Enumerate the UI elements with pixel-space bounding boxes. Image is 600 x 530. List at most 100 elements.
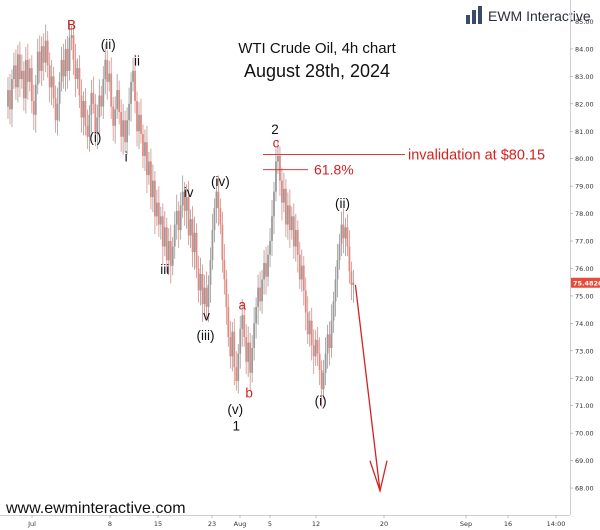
bar-chart-icon xyxy=(466,6,482,24)
candle-body xyxy=(286,205,289,225)
candle-body xyxy=(352,282,355,285)
price-candles xyxy=(7,21,355,408)
candle-body xyxy=(175,210,178,225)
y-tick-label: 84.00 xyxy=(575,45,594,53)
candle-body xyxy=(7,90,9,107)
wave-labels: B (ii) ii (i) i iv (iv) iii v (iii) a b(v)1 2c (ii) (i… xyxy=(67,18,350,434)
current-price-label: 75.4820 xyxy=(573,279,600,287)
candle-body xyxy=(177,210,180,231)
x-axis: Jul 8 15 23 Aug 5 12 20 Sep 16 14:00 xyxy=(0,515,570,528)
wave-label: a xyxy=(238,298,246,313)
candle-body xyxy=(241,315,244,329)
candle-body xyxy=(98,95,101,118)
candle-body xyxy=(159,216,162,225)
x-tick-label: 5 xyxy=(268,520,272,528)
wave-label: i xyxy=(125,149,128,164)
candle-body xyxy=(340,224,343,244)
current-price-tag: 75.4820 xyxy=(571,277,600,288)
x-tick-label: Aug xyxy=(234,520,247,528)
wave-label: (ii) xyxy=(101,37,116,52)
candle-body xyxy=(66,48,69,71)
candle-body xyxy=(148,161,150,176)
x-tick-label: 12 xyxy=(312,520,320,528)
price-levels: invalidation at $80.15 61.8% xyxy=(263,148,545,178)
candle-body xyxy=(183,191,186,211)
candle-body xyxy=(173,224,176,247)
candle-body xyxy=(215,191,218,209)
candle-body xyxy=(118,90,121,113)
candle-body xyxy=(151,180,154,198)
candle-body xyxy=(231,331,234,357)
candle-body xyxy=(50,76,53,88)
candle-body xyxy=(153,180,156,217)
candle-body xyxy=(86,125,89,137)
chart-subtitle: August 28th, 2024 xyxy=(244,61,390,81)
candle-body xyxy=(233,331,236,368)
candle-body xyxy=(273,191,275,217)
candle-body xyxy=(146,142,148,176)
y-tick-label: 78.00 xyxy=(575,210,594,218)
candle-body xyxy=(269,241,271,255)
candle-body xyxy=(110,73,113,107)
candle-body xyxy=(70,35,73,38)
candle-body xyxy=(330,320,333,349)
candle-body xyxy=(195,232,198,269)
candle-body xyxy=(36,51,39,85)
y-tick-label: 77.00 xyxy=(575,238,594,246)
x-tick-label: 23 xyxy=(208,520,216,528)
candle-body xyxy=(189,219,192,236)
candle-body xyxy=(304,290,307,313)
candle-body xyxy=(120,112,123,137)
y-axis: 68.00 69.00 70.00 71.00 72.00 73.00 74.00 75.00… xyxy=(570,0,594,515)
candle-body xyxy=(253,323,256,349)
candle-body xyxy=(171,246,174,266)
chart-title: WTI Crude Oil, 4h chart xyxy=(238,40,396,57)
candle-body xyxy=(128,103,130,121)
candle-body xyxy=(239,328,242,354)
candle-body xyxy=(211,230,214,261)
candle-body xyxy=(155,202,158,217)
website-url: www.ewminteractive.com xyxy=(5,500,186,517)
forecast-line xyxy=(354,284,381,491)
candle-body xyxy=(144,142,146,156)
wave-label: c xyxy=(273,136,280,151)
candle-body xyxy=(76,68,79,80)
candle-body xyxy=(42,46,45,63)
candle-body xyxy=(312,345,315,357)
candle-body xyxy=(116,90,119,110)
candle-body xyxy=(350,271,353,285)
candle-body xyxy=(302,265,305,291)
fib-label: 61.8% xyxy=(314,162,354,178)
candle-body xyxy=(161,216,164,247)
candle-body xyxy=(328,334,331,349)
candle-body xyxy=(187,197,190,236)
y-tick-label: 79.00 xyxy=(575,183,594,191)
candle-body xyxy=(122,120,125,137)
candle-body xyxy=(310,320,313,346)
candle-body xyxy=(30,68,33,102)
candle-body xyxy=(165,227,168,261)
candle-body xyxy=(209,260,212,285)
candle-body xyxy=(11,79,13,110)
candle-body xyxy=(96,117,99,134)
x-tick-label: 8 xyxy=(108,520,112,528)
candle-body xyxy=(132,70,134,82)
candle-body xyxy=(114,109,117,126)
candle-body xyxy=(92,92,95,104)
candle-body xyxy=(130,81,132,104)
candle-body xyxy=(271,216,273,242)
candle-body xyxy=(243,315,246,338)
y-tick-label: 68.00 xyxy=(575,485,594,493)
candle-body xyxy=(150,161,152,198)
y-tick-label: 73.00 xyxy=(575,347,594,355)
candle-body xyxy=(140,114,142,134)
candle-body xyxy=(32,101,35,115)
candle-body xyxy=(326,334,329,354)
candle-body xyxy=(219,208,222,225)
y-tick-label: 69.00 xyxy=(575,457,594,465)
candle-body xyxy=(82,101,85,118)
candle-body xyxy=(106,59,109,82)
candle-body xyxy=(213,208,216,231)
candle-body xyxy=(52,76,55,99)
